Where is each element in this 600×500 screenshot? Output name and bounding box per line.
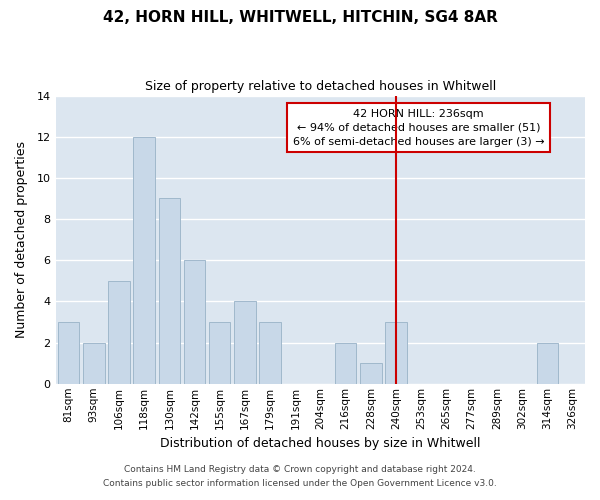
Bar bbox=[58, 322, 79, 384]
Bar bbox=[209, 322, 230, 384]
Bar bbox=[335, 342, 356, 384]
Text: 42 HORN HILL: 236sqm
← 94% of detached houses are smaller (51)
6% of semi-detach: 42 HORN HILL: 236sqm ← 94% of detached h… bbox=[293, 108, 544, 146]
Bar bbox=[184, 260, 205, 384]
Text: 42, HORN HILL, WHITWELL, HITCHIN, SG4 8AR: 42, HORN HILL, WHITWELL, HITCHIN, SG4 8A… bbox=[103, 10, 497, 25]
Bar bbox=[385, 322, 407, 384]
X-axis label: Distribution of detached houses by size in Whitwell: Distribution of detached houses by size … bbox=[160, 437, 481, 450]
Text: Contains HM Land Registry data © Crown copyright and database right 2024.
Contai: Contains HM Land Registry data © Crown c… bbox=[103, 466, 497, 487]
Bar bbox=[259, 322, 281, 384]
Bar bbox=[108, 281, 130, 384]
Title: Size of property relative to detached houses in Whitwell: Size of property relative to detached ho… bbox=[145, 80, 496, 93]
Bar bbox=[536, 342, 558, 384]
Bar bbox=[158, 198, 180, 384]
Bar bbox=[133, 136, 155, 384]
Bar bbox=[83, 342, 104, 384]
Bar bbox=[360, 363, 382, 384]
Y-axis label: Number of detached properties: Number of detached properties bbox=[15, 141, 28, 338]
Bar bbox=[234, 302, 256, 384]
